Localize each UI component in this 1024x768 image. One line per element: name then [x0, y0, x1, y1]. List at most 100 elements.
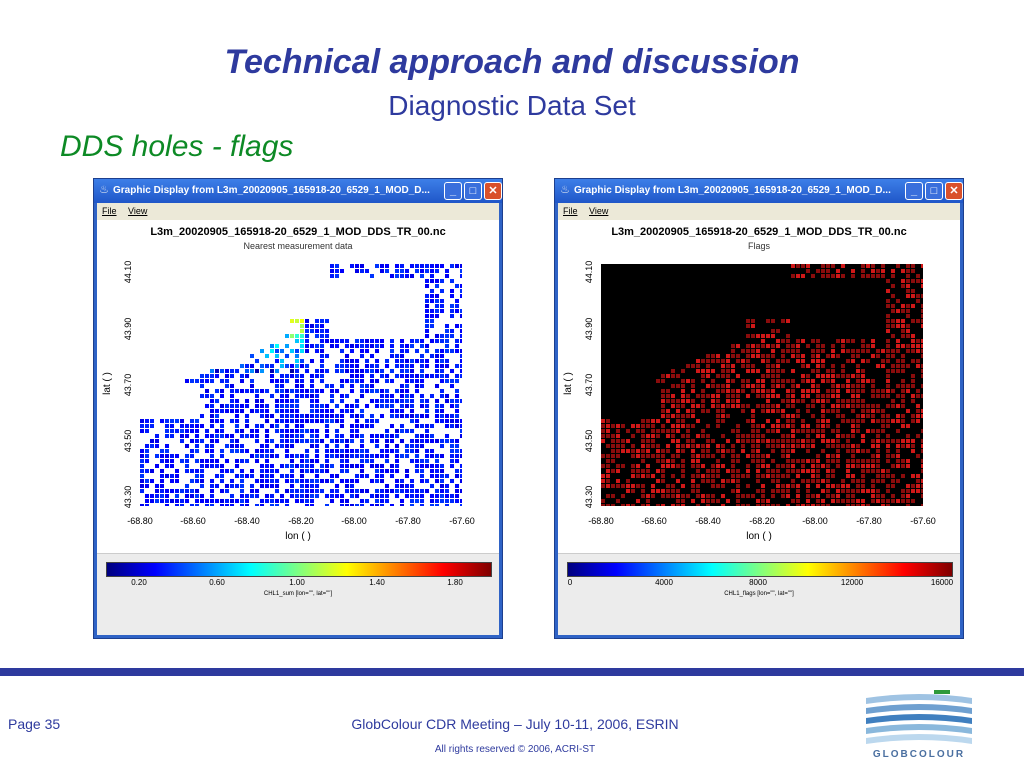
flag-pixel [761, 424, 765, 428]
flag-pixel [681, 424, 685, 428]
flag-pixel [811, 439, 815, 443]
flag-pixel [821, 409, 825, 413]
chlorophyll-pixel [395, 399, 399, 403]
chlorophyll-pixel [325, 409, 329, 413]
chlorophyll-pixel [300, 374, 304, 378]
flag-pixel [876, 449, 880, 453]
chlorophyll-pixel [190, 429, 194, 433]
chlorophyll-pixel [460, 339, 462, 343]
flag-pixel [631, 474, 635, 478]
flag-pixel [661, 414, 665, 418]
maximize-button[interactable]: □ [464, 182, 482, 200]
flag-pixel [726, 374, 730, 378]
chlorophyll-pixel [430, 324, 434, 328]
flag-pixel [801, 504, 805, 506]
chlorophyll-pixel [250, 429, 254, 433]
maximize-button[interactable]: □ [925, 182, 943, 200]
chlorophyll-pixel [440, 464, 444, 468]
chlorophyll-pixel [435, 464, 439, 468]
chlorophyll-pixel [430, 319, 434, 323]
chlorophyll-pixel [350, 344, 354, 348]
menu-file[interactable]: File [102, 206, 117, 216]
close-button[interactable]: ✕ [945, 182, 963, 200]
chlorophyll-pixel [430, 449, 434, 453]
chlorophyll-pixel [430, 434, 434, 438]
chlorophyll-pixel [285, 449, 289, 453]
flag-pixel [846, 384, 850, 388]
chlorophyll-pixel [255, 399, 259, 403]
chlorophyll-pixel [370, 504, 374, 506]
window-titlebar[interactable]: ♨ Graphic Display from L3m_20020905_1659… [555, 179, 963, 203]
chlorophyll-pixel [425, 434, 429, 438]
chlorophyll-pixel [160, 449, 164, 453]
chlorophyll-pixel [220, 489, 224, 493]
chlorophyll-pixel [275, 344, 279, 348]
flag-pixel [656, 489, 660, 493]
chlorophyll-pixel [275, 359, 279, 363]
chlorophyll-pixel [300, 489, 304, 493]
chlorophyll-pixel [435, 469, 439, 473]
chlorophyll-pixel [170, 464, 174, 468]
flag-pixel [781, 319, 785, 323]
minimize-button[interactable]: _ [444, 182, 462, 200]
flag-pixel [816, 484, 820, 488]
flag-pixel [891, 484, 895, 488]
flag-pixel [611, 459, 615, 463]
chlorophyll-pixel [290, 474, 294, 478]
flag-pixel [841, 344, 845, 348]
flag-pixel [891, 474, 895, 478]
flag-pixel [881, 359, 885, 363]
chlorophyll-pixel [385, 444, 389, 448]
menu-view[interactable]: View [128, 206, 148, 216]
chlorophyll-pixel [325, 339, 329, 343]
flag-pixel [916, 404, 920, 408]
flag-pixel [841, 349, 845, 353]
chlorophyll-pixel [235, 389, 239, 393]
chlorophyll-pixel [420, 459, 424, 463]
chlorophyll-pixel [335, 429, 339, 433]
chlorophyll-pixel [325, 444, 329, 448]
chlorophyll-pixel [370, 344, 374, 348]
flag-pixel [646, 434, 650, 438]
chlorophyll-pixel [380, 389, 384, 393]
menu-file[interactable]: File [563, 206, 578, 216]
chlorophyll-pixel [225, 384, 229, 388]
chlorophyll-pixel [460, 289, 462, 293]
window-titlebar[interactable]: ♨ Graphic Display from L3m_20020905_1659… [94, 179, 502, 203]
menu-view[interactable]: View [589, 206, 609, 216]
flag-pixel [601, 479, 605, 483]
flag-pixel [886, 489, 890, 493]
flag-pixel [826, 504, 830, 506]
flag-pixel [881, 424, 885, 428]
chlorophyll-pixel [325, 369, 329, 373]
flag-pixel [671, 424, 675, 428]
flag-pixel [821, 274, 825, 278]
flag-pixel [786, 379, 790, 383]
flag-pixel [791, 459, 795, 463]
flag-pixel [721, 369, 725, 373]
flag-pixel [661, 374, 665, 378]
flag-pixel [816, 469, 820, 473]
chlorophyll-pixel [385, 404, 389, 408]
flag-pixel [906, 314, 910, 318]
chlorophyll-pixel [320, 354, 324, 358]
flag-pixel [861, 409, 865, 413]
graphic-display-window-left[interactable]: ♨ Graphic Display from L3m_20020905_1659… [93, 178, 503, 639]
flag-pixel [846, 449, 850, 453]
minimize-button[interactable]: _ [905, 182, 923, 200]
flag-pixel [921, 349, 923, 353]
flag-pixel [661, 459, 665, 463]
flag-pixel [881, 474, 885, 478]
close-button[interactable]: ✕ [484, 182, 502, 200]
flags-map[interactable] [601, 264, 923, 506]
flag-pixel [806, 424, 810, 428]
flag-pixel [681, 434, 685, 438]
flag-pixel [736, 469, 740, 473]
chlorophyll-map[interactable] [140, 264, 462, 506]
flag-pixel [671, 474, 675, 478]
graphic-display-window-right[interactable]: ♨ Graphic Display from L3m_20020905_1659… [554, 178, 964, 639]
chlorophyll-pixel [300, 424, 304, 428]
chlorophyll-pixel [395, 464, 399, 468]
flag-pixel [906, 289, 910, 293]
chlorophyll-pixel [160, 469, 164, 473]
